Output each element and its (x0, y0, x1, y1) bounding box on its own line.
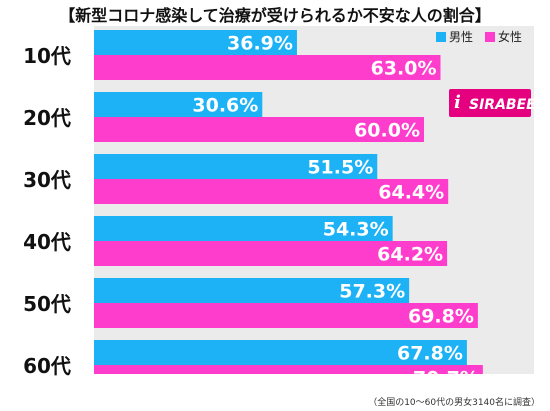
plot-area: 36.9% 63.0% 30.6% 60.0% 51.5% 64.4% 54.3% 64.2%… (94, 26, 534, 374)
bar-male-1 (94, 92, 263, 117)
category-label-5: 60代 (23, 354, 71, 378)
bar-male-2 (94, 154, 378, 179)
data-label-male-5: 67.8% (397, 343, 463, 365)
data-label-female-2: 64.4% (378, 182, 444, 204)
bar-female-4 (94, 303, 478, 328)
data-label-male-2: 51.5% (307, 157, 373, 179)
bar-female-3 (94, 241, 448, 266)
bar-male-3 (94, 216, 393, 241)
bar-male-0 (94, 30, 297, 55)
data-label-male-1: 30.6% (192, 95, 258, 117)
data-label-male-3: 54.3% (323, 219, 389, 241)
data-label-female-3: 64.2% (377, 244, 443, 266)
bar-male-5 (94, 340, 467, 365)
bar-female-0 (94, 55, 441, 80)
data-label-female-0: 63.0% (371, 58, 437, 80)
bar-chart: 36.9% 63.0% 30.6% 60.0% 51.5%64.4% 54.3% 64.2%… (94, 30, 483, 375)
category-label-0: 10代 (23, 44, 71, 68)
sirabee-logo: i SIRABEE (449, 89, 536, 117)
legend-swatch-female (485, 31, 496, 42)
legend-label-female: 女性 (498, 30, 523, 44)
legend-swatch-male (436, 31, 446, 42)
bar-male-4 (94, 278, 410, 303)
data-label-male-0: 36.9% (227, 33, 293, 55)
logo-mark-icon: i (454, 92, 461, 113)
category-label-3: 40代 (23, 230, 71, 254)
category-label-4: 50代 (23, 292, 71, 316)
category-labels: 10代 20代 30代 40代 50代 60代 (23, 44, 71, 378)
legend-label-male: 男性 (449, 30, 474, 44)
bar-female-2 (94, 179, 449, 204)
category-label-2: 30代 (23, 168, 71, 192)
bar-female-1 (94, 117, 424, 142)
survey-note: （全国の10～60代の男女3140名に調査） (368, 398, 540, 408)
bar-female-5 (94, 365, 483, 374)
category-label-1: 20代 (23, 106, 71, 130)
data-label-female-1: 60.0% (354, 120, 420, 142)
data-label-female-4: 69.8% (408, 306, 474, 328)
chart-title: 【新型コロナ感染して治療が受けられるか不安な人の割合】 (59, 6, 491, 25)
data-label-male-4: 57.3% (339, 281, 405, 303)
data-label-female-5: 70.7% (413, 368, 479, 375)
logo-wordmark: SIRABEE (469, 97, 536, 113)
legend: 男性 女性 (436, 28, 522, 45)
